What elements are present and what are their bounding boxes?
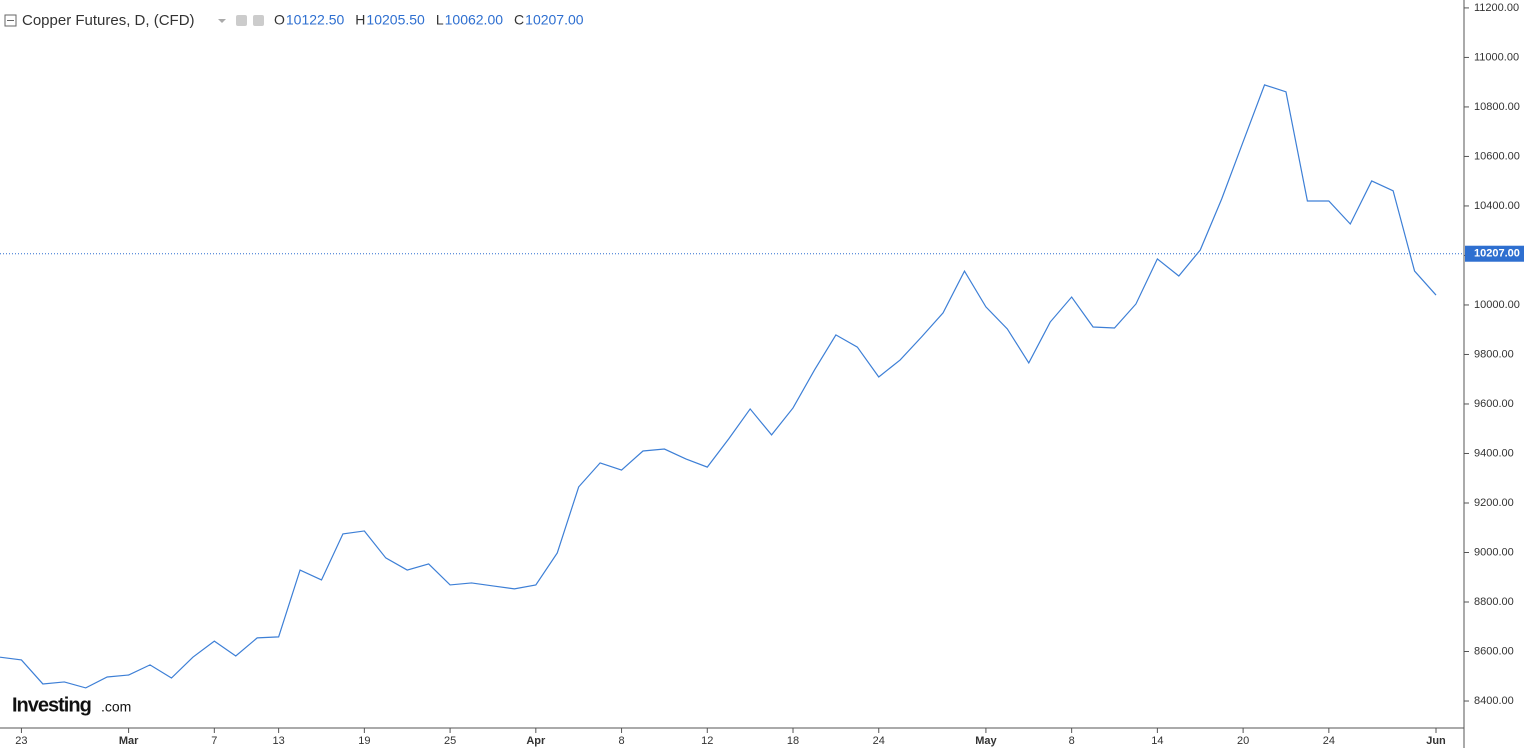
x-tick-label: May <box>975 735 997 747</box>
y-tick-label: 9800.00 <box>1474 348 1514 360</box>
ohlc-name: O <box>274 12 285 28</box>
last-price-tag <box>1465 245 1524 262</box>
ohlc-name: C <box>514 12 524 28</box>
x-tick-label: 18 <box>787 735 799 747</box>
x-tick-label: 13 <box>273 735 285 747</box>
x-tick-label: 24 <box>1323 735 1335 747</box>
x-tick-label: 24 <box>873 735 885 747</box>
x-tick-label: 20 <box>1237 735 1249 747</box>
y-tick-label: 10600.00 <box>1474 150 1520 162</box>
y-tick-label: 10400.00 <box>1474 200 1520 212</box>
x-tick-label: 8 <box>618 735 624 747</box>
price-line <box>0 84 1437 689</box>
last-price-label: 10207.00 <box>1474 248 1520 260</box>
settings-icon[interactable] <box>253 15 264 26</box>
chart-title: Copper Futures, D, (CFD) <box>22 12 195 29</box>
x-tick-label: 8 <box>1069 735 1075 747</box>
y-tick-label: 8800.00 <box>1474 596 1514 608</box>
x-tick-label: 23 <box>15 735 27 747</box>
x-tick-label: 25 <box>444 735 456 747</box>
ohlc-name: H <box>355 12 365 28</box>
y-tick-label: 10800.00 <box>1474 101 1520 113</box>
ohlc-value: 10062.00 <box>445 12 504 28</box>
y-tick-label: 8600.00 <box>1474 645 1514 657</box>
x-tick-label: Mar <box>119 735 139 747</box>
eye-icon[interactable] <box>236 15 247 26</box>
y-tick-label: 8400.00 <box>1474 695 1514 707</box>
ohlc-value: 10205.50 <box>366 12 425 28</box>
ohlc-value: 10122.50 <box>286 12 345 28</box>
y-tick-label: 11000.00 <box>1474 51 1519 63</box>
y-tick-label: 9000.00 <box>1474 546 1514 558</box>
x-tick-label: 12 <box>701 735 713 747</box>
ohlc-name: L <box>436 12 444 28</box>
x-tick-label: Jun <box>1426 735 1446 747</box>
y-tick-label: 11200.00 <box>1474 2 1519 14</box>
x-tick-label: Apr <box>526 735 546 747</box>
collapse-icon[interactable] <box>4 14 17 27</box>
brand-logo: Investing <box>12 694 91 716</box>
y-tick-label: 9400.00 <box>1474 447 1514 459</box>
dropdown-icon[interactable] <box>218 19 226 23</box>
y-tick-label: 10000.00 <box>1474 299 1520 311</box>
ohlc-value: 10207.00 <box>525 12 584 28</box>
x-tick-label: 19 <box>358 735 370 747</box>
x-tick-label: 14 <box>1151 735 1163 747</box>
brand-suffix: .com <box>101 699 131 715</box>
x-tick-label: 7 <box>211 735 217 747</box>
y-tick-label: 9200.00 <box>1474 497 1514 509</box>
y-tick-label: 9600.00 <box>1474 398 1514 410</box>
